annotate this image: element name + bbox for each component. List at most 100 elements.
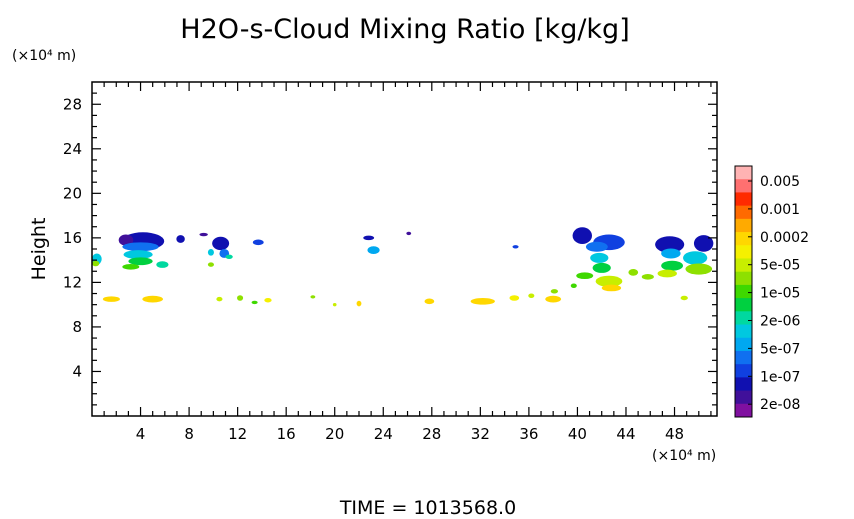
colorbar-label: 1e-07 bbox=[760, 369, 800, 385]
cloud-region bbox=[207, 262, 214, 267]
cloud-region bbox=[123, 250, 153, 260]
cloud-region bbox=[628, 269, 639, 276]
cloud-region bbox=[570, 283, 577, 288]
cloud-region bbox=[680, 295, 688, 301]
cloud-region bbox=[237, 295, 244, 301]
cloud-region bbox=[128, 257, 153, 266]
cloud-region bbox=[595, 275, 623, 287]
cloud-region bbox=[685, 263, 713, 275]
cloud-region bbox=[176, 235, 185, 243]
y-tick-label: 4 bbox=[72, 362, 82, 380]
y-tick-label: 8 bbox=[72, 318, 82, 336]
cloud-region bbox=[251, 300, 258, 305]
colorbar-swatch bbox=[735, 298, 752, 312]
colorbar-label: 0.0002 bbox=[760, 230, 809, 246]
colorbar-label: 1e-05 bbox=[760, 286, 800, 302]
colorbar-swatch bbox=[735, 364, 752, 378]
x-tick-label: 36 bbox=[519, 425, 538, 443]
cloud-region bbox=[406, 231, 412, 236]
cloud-region bbox=[657, 269, 677, 278]
colorbar-swatch bbox=[735, 245, 752, 259]
plot-frame bbox=[91, 81, 718, 417]
cloud-region bbox=[661, 260, 684, 271]
cloud-region bbox=[142, 295, 163, 303]
cloud-region bbox=[655, 236, 685, 253]
colorbar-swatch bbox=[735, 311, 752, 326]
colorbar-swatch bbox=[735, 232, 752, 246]
cloud-region bbox=[641, 274, 654, 280]
cloud-region bbox=[118, 234, 134, 246]
colorbar-swatch bbox=[735, 390, 752, 405]
time-footer: TIME = 1013568.0 bbox=[339, 497, 516, 519]
colorbar-frame bbox=[734, 165, 753, 418]
colorbar-label: 0.001 bbox=[760, 202, 800, 218]
colorbar-swatch bbox=[735, 166, 752, 180]
colorbar-swatch bbox=[735, 258, 752, 273]
cloud-region bbox=[592, 262, 611, 273]
y-tick-label: 12 bbox=[63, 273, 82, 291]
cloud-region bbox=[585, 241, 608, 252]
cloud-region bbox=[424, 298, 435, 305]
cloud-region bbox=[212, 236, 230, 251]
cloud-region bbox=[512, 245, 519, 249]
x-tick-label: 48 bbox=[665, 425, 684, 443]
cloud-field bbox=[92, 227, 714, 307]
colorbar-swatch bbox=[735, 205, 752, 220]
colorbar-swatch bbox=[735, 218, 752, 233]
colorbar-swatch bbox=[735, 324, 752, 339]
cloud-region bbox=[576, 272, 594, 280]
cloud-region bbox=[470, 297, 495, 305]
cloud-region bbox=[199, 232, 208, 237]
cloud-region bbox=[264, 297, 272, 303]
cloud-region bbox=[545, 295, 562, 303]
chart-title: H2O-s-Cloud Mixing Ratio [kg/kg] bbox=[180, 14, 629, 45]
cloud-region bbox=[252, 239, 264, 246]
colorbar-swatch bbox=[735, 337, 752, 352]
cloud-region bbox=[102, 296, 120, 302]
x-unit-label: (×10⁴ m) bbox=[652, 448, 716, 464]
y-tick-label: 20 bbox=[63, 184, 82, 202]
colorbar-label: 5e-07 bbox=[760, 341, 800, 357]
y-unit-label: (×10⁴ m) bbox=[12, 48, 76, 64]
cloud-region bbox=[693, 235, 714, 252]
cloud-region bbox=[572, 227, 592, 244]
colorbar-swatch bbox=[735, 350, 752, 365]
cloud-region bbox=[356, 300, 362, 307]
cloud-region bbox=[225, 254, 233, 260]
y-axis: 4 8 12 16 20 24 28 bbox=[63, 92, 717, 406]
x-tick-label: 44 bbox=[616, 425, 635, 443]
cloud-region bbox=[661, 248, 681, 259]
y-tick-label: 24 bbox=[63, 140, 82, 158]
x-tick-label: 16 bbox=[277, 425, 296, 443]
cloud-region bbox=[601, 284, 622, 292]
cloud-region bbox=[207, 249, 214, 256]
colorbar-label: 2e-08 bbox=[760, 397, 800, 413]
y-tick-label: 16 bbox=[63, 229, 82, 247]
x-tick-label: 12 bbox=[228, 425, 247, 443]
y-tick-label: 28 bbox=[63, 95, 82, 113]
colorbar-swatch bbox=[735, 403, 752, 418]
x-tick-label: 40 bbox=[568, 425, 587, 443]
x-tick-label: 20 bbox=[325, 425, 344, 443]
cloud-region bbox=[363, 235, 375, 241]
colorbar: 0.005 0.001 0.0002 5e-05 1e-05 2e-06 5e-07 1e-0… bbox=[734, 165, 809, 418]
cloud-region bbox=[509, 295, 520, 301]
cloud-region bbox=[332, 302, 337, 307]
cloud-region bbox=[367, 246, 380, 255]
colorbar-swatch bbox=[735, 284, 752, 299]
colorbar-label: 2e-06 bbox=[760, 314, 800, 330]
cloud-region bbox=[122, 264, 140, 270]
x-tick-label: 8 bbox=[184, 425, 194, 443]
x-tick-label: 32 bbox=[471, 425, 490, 443]
cloud-region bbox=[216, 296, 223, 302]
y-axis-label: Height bbox=[28, 218, 50, 281]
cloud-region bbox=[590, 252, 609, 263]
cloud-region bbox=[156, 261, 169, 268]
cloud-region bbox=[122, 242, 159, 252]
colorbar-swatch bbox=[735, 271, 752, 286]
cloud-region bbox=[528, 293, 535, 298]
x-tick-label: 4 bbox=[136, 425, 146, 443]
x-tick-label: 28 bbox=[422, 425, 441, 443]
cloud-region bbox=[310, 295, 316, 299]
